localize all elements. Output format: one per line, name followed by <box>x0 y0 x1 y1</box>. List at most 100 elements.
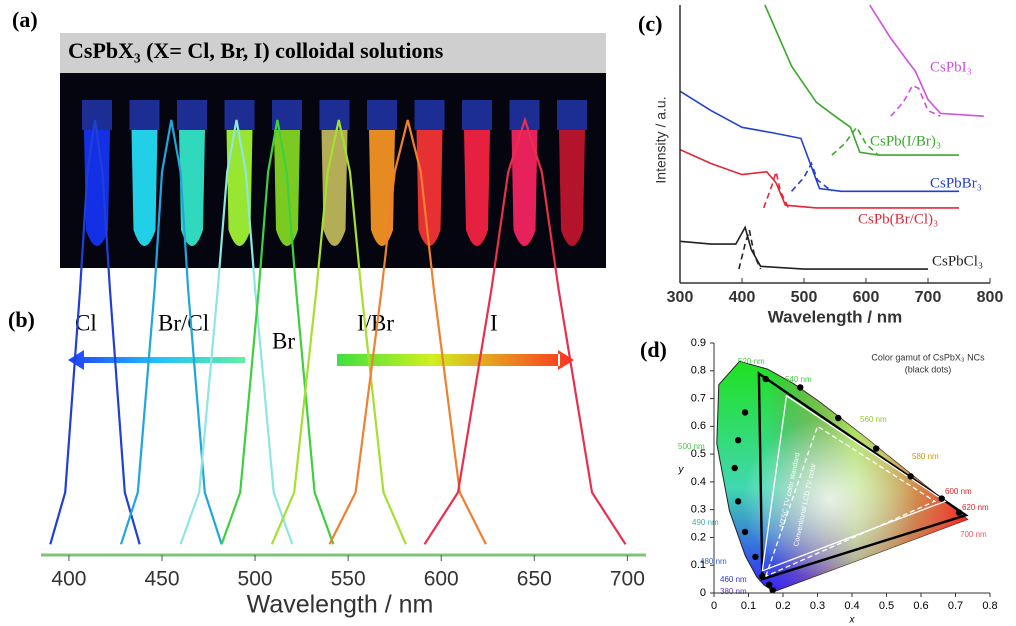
panel-label: (d) <box>640 337 667 362</box>
point <box>731 464 738 472</box>
point <box>938 495 945 502</box>
x-tick-label: 600 <box>853 289 880 306</box>
panel-label: (b) <box>8 307 35 332</box>
y-axis-label: y <box>678 465 685 476</box>
annotation: I <box>490 310 498 335</box>
line <box>831 125 879 156</box>
chart-subtitle: (black dots) <box>905 364 952 374</box>
wavelength-label: 500 nm <box>678 442 705 451</box>
tube <box>367 100 397 130</box>
line <box>423 116 627 545</box>
line <box>270 119 407 545</box>
series-label: CsPbCl₃ <box>932 253 983 269</box>
x-tick-label: 550 <box>331 568 366 591</box>
x-axis-label: Wavelength / nm <box>247 591 434 619</box>
point <box>907 473 914 480</box>
point <box>835 414 842 422</box>
wavelength-label: 620 nm <box>962 503 989 512</box>
wavelength-label: 490 nm <box>692 518 719 527</box>
x-tick-label: 500 <box>238 568 273 591</box>
wavelength-label: 560 nm <box>860 415 887 424</box>
tube <box>179 130 205 246</box>
y-tick-label: 0 <box>700 587 706 599</box>
wavelength-label: 380 nm <box>720 587 747 596</box>
point <box>741 409 749 416</box>
line <box>764 4 959 156</box>
x-tick-label: 0.3 <box>810 600 825 612</box>
point <box>766 581 773 588</box>
point <box>759 573 766 580</box>
tube <box>321 130 348 246</box>
tube <box>557 100 587 130</box>
annotation: Br <box>272 328 295 353</box>
line <box>791 161 833 192</box>
photo-title: CsPbX₃ (X= Cl, Br, I) colloidal solution… <box>68 38 444 63</box>
wavelength-label: 520 nm <box>738 357 765 366</box>
arrow <box>68 350 245 370</box>
point <box>752 553 759 561</box>
tube <box>129 100 160 130</box>
tube <box>131 130 158 246</box>
point <box>741 528 749 536</box>
line <box>679 225 928 270</box>
x-tick-label: 650 <box>517 568 552 591</box>
y-tick-label: 0.1 <box>691 559 706 571</box>
x-tick-label: 0.8 <box>982 600 997 612</box>
point <box>734 498 742 505</box>
y-tick-label: 0.4 <box>691 476 706 488</box>
y-tick-label: 0.5 <box>691 448 706 460</box>
wavelength-label: 580 nm <box>912 452 939 461</box>
x-tick-label: 600 <box>424 568 459 591</box>
x-tick-label: 300 <box>667 289 694 306</box>
gamut <box>764 425 937 578</box>
line <box>679 90 959 193</box>
line <box>328 119 487 545</box>
line <box>890 84 941 117</box>
series-label: CsPb(Br/Cl)₃ <box>858 211 938 227</box>
y-tick-label: 0.2 <box>691 531 706 543</box>
point <box>734 437 742 444</box>
wavelength-label: 600 nm <box>945 487 972 496</box>
y-tick-label: 0.3 <box>691 504 706 516</box>
tube <box>414 100 445 130</box>
point <box>872 445 880 452</box>
tube <box>226 130 253 246</box>
y-tick-label: 0.6 <box>691 420 706 432</box>
tube <box>369 130 395 246</box>
series-label: CsPbBr₃ <box>930 175 982 191</box>
gamut <box>761 394 947 572</box>
point <box>955 509 963 516</box>
x-tick-label: 0.6 <box>913 600 928 612</box>
line <box>179 119 294 545</box>
x-tick-label: 0.4 <box>844 600 859 612</box>
x-axis-label: x <box>849 615 856 626</box>
x-tick-label: 700 <box>610 568 645 591</box>
tube <box>511 130 538 246</box>
wavelength-label: 460 nm <box>720 575 747 584</box>
annotation: Br/Cl <box>158 310 209 335</box>
tube <box>224 100 255 130</box>
point <box>769 587 776 594</box>
x-tick-label: 400 <box>51 568 86 591</box>
tube <box>462 100 492 130</box>
annotation: Cl <box>75 310 97 335</box>
point <box>762 375 769 383</box>
tube <box>416 130 443 246</box>
series-label: CsPbI₃ <box>930 59 972 75</box>
x-tick-label: 0.1 <box>741 600 756 612</box>
x-tick-label: 450 <box>144 568 179 591</box>
gamut <box>757 371 969 581</box>
line <box>762 168 790 209</box>
line <box>49 119 141 545</box>
arrow <box>337 350 574 370</box>
series-label: CsPb(I/Br)₃ <box>870 133 941 149</box>
x-tick-label: 400 <box>729 289 756 306</box>
y-tick-label: 0.9 <box>691 337 706 349</box>
tube <box>559 130 585 246</box>
x-tick-label: 0.7 <box>948 600 963 612</box>
wavelength-label: 540 nm <box>785 375 812 384</box>
line <box>869 4 984 117</box>
line <box>679 148 959 209</box>
tube <box>319 100 350 130</box>
